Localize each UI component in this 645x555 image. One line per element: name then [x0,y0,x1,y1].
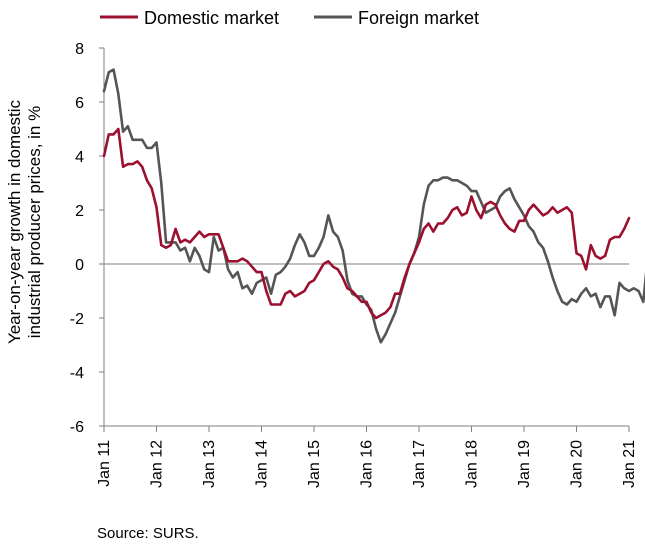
y-axis-title: Year-on-year growth in domesticindustria… [5,99,44,344]
y-tick-label: 8 [75,41,84,58]
source-note: Source: SURS. [97,525,199,542]
x-tick-label: Jan 20 [569,440,586,488]
y-tick-label: 6 [75,95,84,112]
y-tick-label: 4 [75,149,84,166]
y-tick-label: 2 [75,203,84,220]
y-tick-label: -6 [70,419,84,436]
x-tick-label: Jan 15 [306,440,323,488]
x-tick-label: Jan 19 [516,440,533,488]
legend-label-domestic-market: Domestic market [144,8,279,28]
tick-labels: -6 -4 -2 0 2 4 6 8 Jan 11 Jan 12 Jan 13 Jan 14 Jan 1… [70,41,638,488]
legend: Domestic market Foreign market [100,8,479,28]
y-axis-title-line: industrial producer prices, in % [25,106,44,338]
x-tick-label: Jan 17 [411,440,428,488]
x-tick-label: Jan 21 [621,440,638,488]
legend-label-foreign-market: Foreign market [358,8,479,28]
axes [99,47,630,432]
series-line-foreign-market [102,68,645,344]
x-tick-label: Jan 13 [201,440,218,488]
x-tick-label: Jan 18 [464,440,481,488]
series-line-domestic-market [102,127,631,320]
x-tick-label: Jan 16 [359,440,376,488]
x-tick-label: Jan 11 [96,440,113,487]
series-lines [102,68,645,344]
y-axis-label: Year-on-year growth in domesticindustria… [5,99,44,344]
y-axis-title-line: Year-on-year growth in domestic [5,99,24,344]
x-tick-label: Jan 14 [254,440,271,488]
y-tick-label: -4 [70,365,84,382]
x-tick-label: Jan 12 [149,440,166,488]
y-tick-label: -2 [70,311,84,328]
y-tick-label: 0 [75,257,84,274]
